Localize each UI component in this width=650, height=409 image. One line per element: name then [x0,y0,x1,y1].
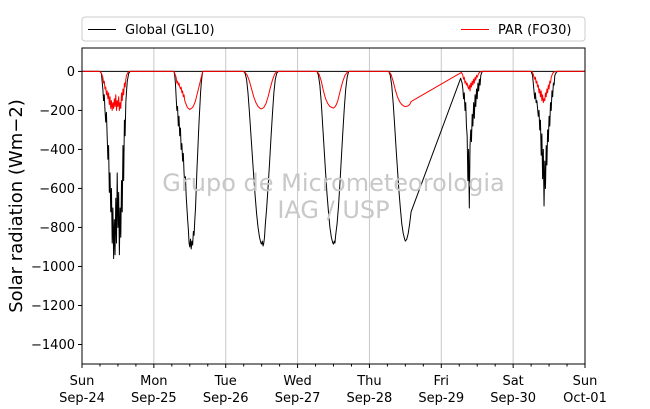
y-tick-label-0: 0 [67,65,75,80]
x-tick-label-date-3: Sep-27 [275,391,321,406]
watermark-line-0: Grupo de Micrometeorologia [162,169,504,197]
x-tick-label-day-0: Sun [70,374,95,389]
legend-label-par: PAR (FO30) [498,23,571,38]
y-tick-label-2: −400 [39,143,75,158]
x-tick-label-date-4: Sep-28 [347,391,393,406]
y-axis-label: Solar radiation (Wm−2) [6,99,27,313]
gridlines [153,48,514,364]
x-axis: Sun Sep-24 Mon Sep-25 Tue Sep-26 Wed Sep-27 Thu S… [59,364,607,406]
y-tick-label-3: −600 [39,182,75,197]
x-tick-label-date-0: Sep-24 [59,391,105,406]
series-line-par [82,70,585,111]
x-tick-label-date-5: Sep-29 [418,391,464,406]
x-tick-label-day-5: Fri [434,374,450,389]
legend: Global (GL10) PAR (FO30) [81,16,586,42]
x-tick-label-date-2: Sep-26 [203,391,249,406]
x-tick-label-day-6: Sat [502,374,523,389]
x-tick-label-day-3: Wed [283,374,311,389]
y-tick-label-6: −1200 [31,299,75,314]
series-layer [82,70,585,260]
y-tick-label-5: −1000 [31,260,75,275]
y-axis: 0 −200 −400 −600 −800 −1000 −1200 −1400 [31,65,82,353]
x-tick-label-date-6: Sep-30 [490,391,536,406]
watermark-line-1: IAG / USP [277,196,389,224]
y-tick-label-1: −200 [39,104,75,119]
legend-box [81,16,586,42]
x-tick-label-date-1: Sep-25 [131,391,177,406]
x-tick-label-day-7: Sun [573,374,598,389]
x-tick-label-day-4: Thu [356,374,381,389]
x-tick-label-day-1: Mon [140,374,167,389]
x-tick-label-day-2: Tue [214,374,237,389]
x-tick-label-date-7: Oct-01 [563,391,607,406]
series-line-global [82,70,585,260]
legend-label-global: Global (GL10) [125,23,215,38]
y-tick-label-7: −1400 [31,338,75,353]
y-tick-label-4: −800 [39,221,75,236]
